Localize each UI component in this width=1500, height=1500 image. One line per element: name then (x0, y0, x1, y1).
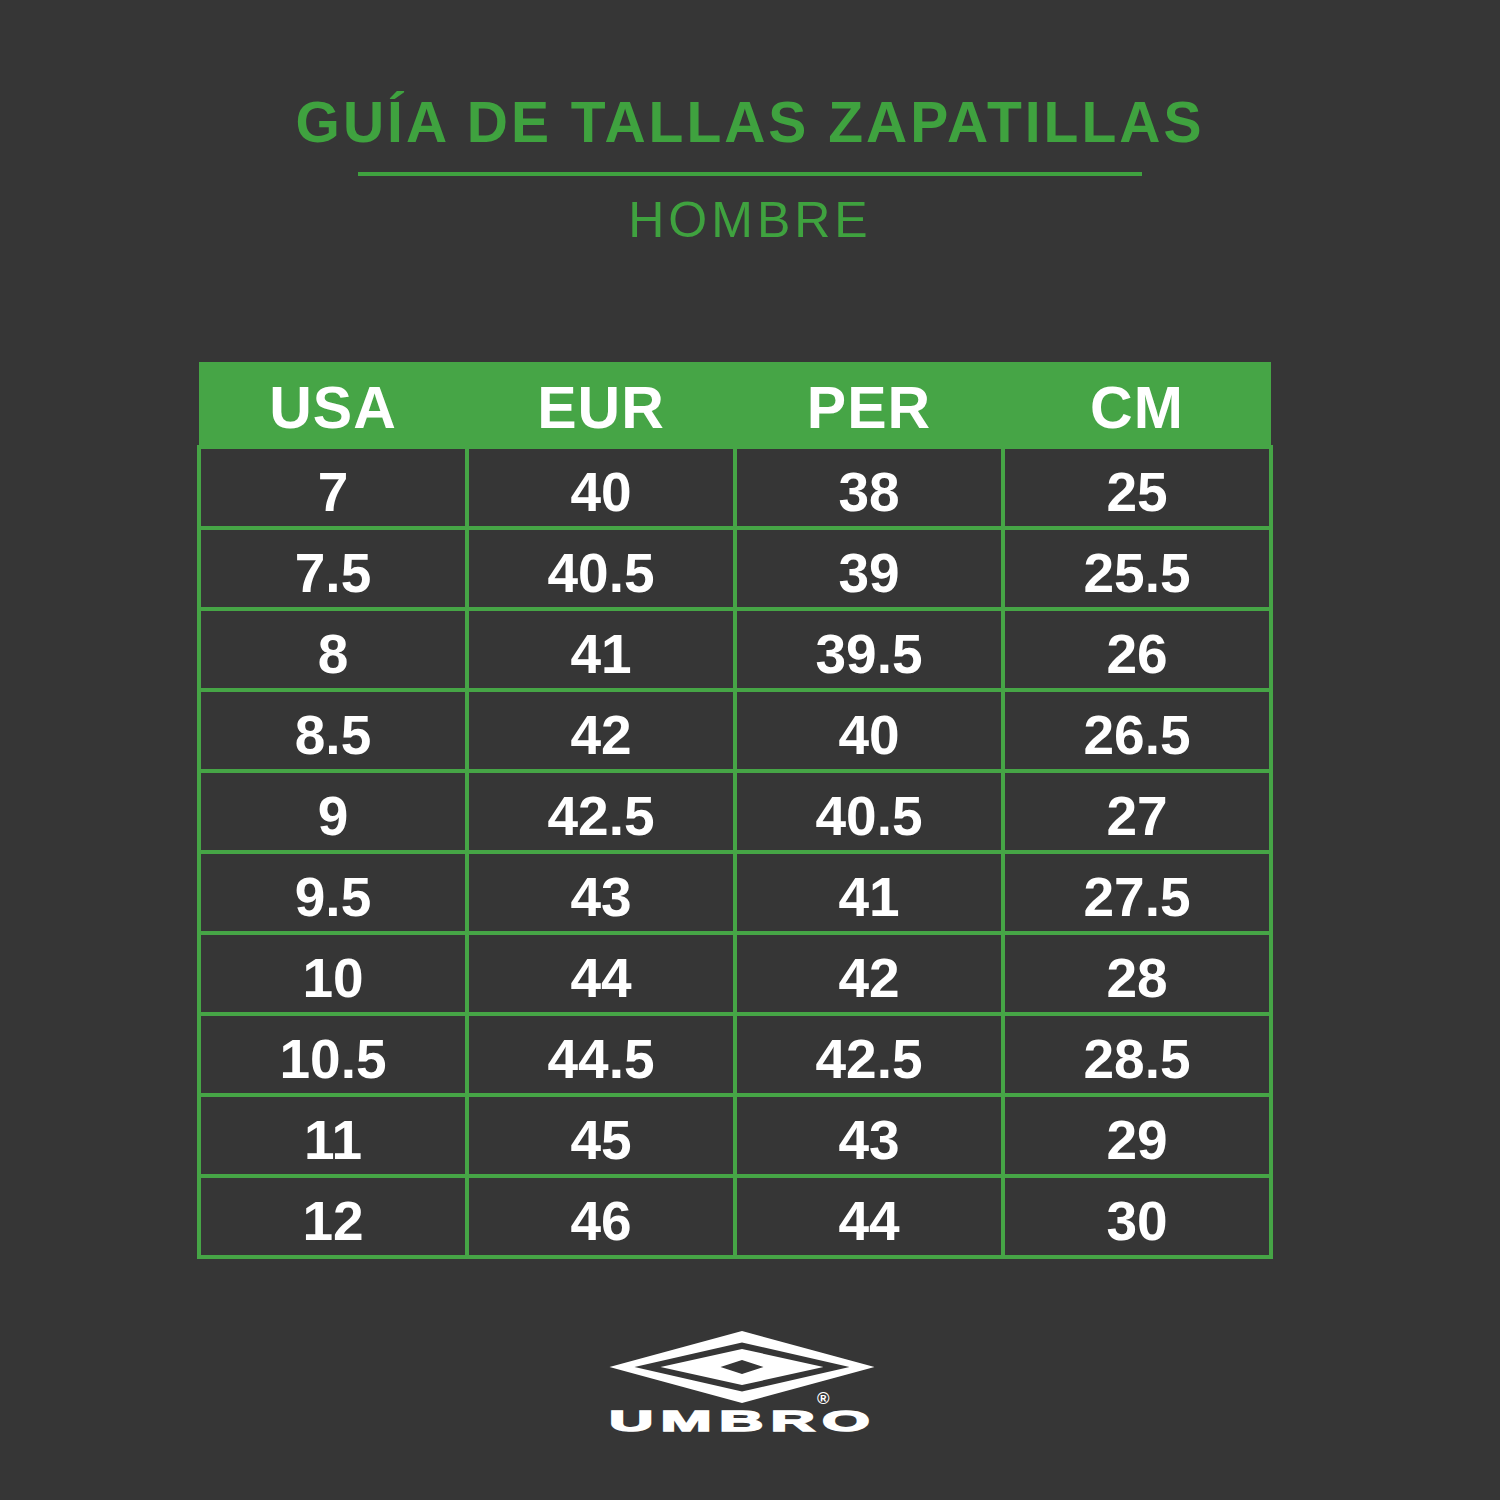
size-cell: 41 (467, 609, 735, 690)
size-cell: 40.5 (735, 771, 1003, 852)
size-cell: 42 (735, 933, 1003, 1014)
size-table-row: 11454329 (199, 1095, 1271, 1176)
size-cell: 40 (735, 690, 1003, 771)
size-cell: 7.5 (199, 528, 467, 609)
size-cell: 25 (1003, 447, 1271, 528)
size-cell: 29 (1003, 1095, 1271, 1176)
size-cell: 41 (735, 852, 1003, 933)
size-cell: 46 (467, 1176, 735, 1257)
size-cell: 12 (199, 1176, 467, 1257)
size-cell: 28 (1003, 933, 1271, 1014)
size-cell: 11 (199, 1095, 467, 1176)
size-cell: 42 (467, 690, 735, 771)
size-cell: 40.5 (467, 528, 735, 609)
size-cell: 40 (467, 447, 735, 528)
page-title: GUÍA DE TALLAS ZAPATILLAS (0, 94, 1500, 151)
size-cell: 28.5 (1003, 1014, 1271, 1095)
column-header-eur: EUR (467, 362, 735, 447)
size-table-header-row: USAEURPERCM (199, 362, 1271, 447)
column-header-usa: USA (199, 362, 467, 447)
size-cell: 25.5 (1003, 528, 1271, 609)
registered-trademark-icon: ® (817, 1390, 830, 1407)
size-table-row: 9.5434127.5 (199, 852, 1271, 933)
size-cell: 10 (199, 933, 467, 1014)
title-underline (358, 172, 1142, 176)
size-cell: 44.5 (467, 1014, 735, 1095)
size-table-body: 74038257.540.53925.584139.5268.5424026.5… (199, 447, 1271, 1257)
size-cell: 39 (735, 528, 1003, 609)
size-cell: 39.5 (735, 609, 1003, 690)
size-cell: 8.5 (199, 690, 467, 771)
size-table-row: 7.540.53925.5 (199, 528, 1271, 609)
size-cell: 30 (1003, 1176, 1271, 1257)
size-cell: 27.5 (1003, 852, 1271, 933)
size-cell: 38 (735, 447, 1003, 528)
size-cell: 45 (467, 1095, 735, 1176)
umbro-wordmark: UMBRO (128, 1406, 1358, 1436)
size-cell: 27 (1003, 771, 1271, 852)
size-cell: 44 (735, 1176, 1003, 1257)
size-table-row: 942.540.527 (199, 771, 1271, 852)
size-cell: 9 (199, 771, 467, 852)
size-table-row: 10444228 (199, 933, 1271, 1014)
size-table-row: 12464430 (199, 1176, 1271, 1257)
page-subtitle: HOMBRE (0, 195, 1500, 245)
size-cell: 7 (199, 447, 467, 528)
size-cell: 42.5 (467, 771, 735, 852)
size-cell: 8 (199, 609, 467, 690)
size-table-row: 10.544.542.528.5 (199, 1014, 1271, 1095)
size-cell: 9.5 (199, 852, 467, 933)
size-cell: 42.5 (735, 1014, 1003, 1095)
size-cell: 43 (735, 1095, 1003, 1176)
column-header-per: PER (735, 362, 1003, 447)
size-table-row: 7403825 (199, 447, 1271, 528)
size-cell: 43 (467, 852, 735, 933)
column-header-cm: CM (1003, 362, 1271, 447)
size-cell: 26.5 (1003, 690, 1271, 771)
size-cell: 10.5 (199, 1014, 467, 1095)
size-cell: 44 (467, 933, 735, 1014)
size-table-row: 8.5424026.5 (199, 690, 1271, 771)
size-cell: 26 (1003, 609, 1271, 690)
size-table: USAEURPERCM 74038257.540.53925.584139.52… (197, 362, 1273, 1259)
size-table-row: 84139.526 (199, 609, 1271, 690)
